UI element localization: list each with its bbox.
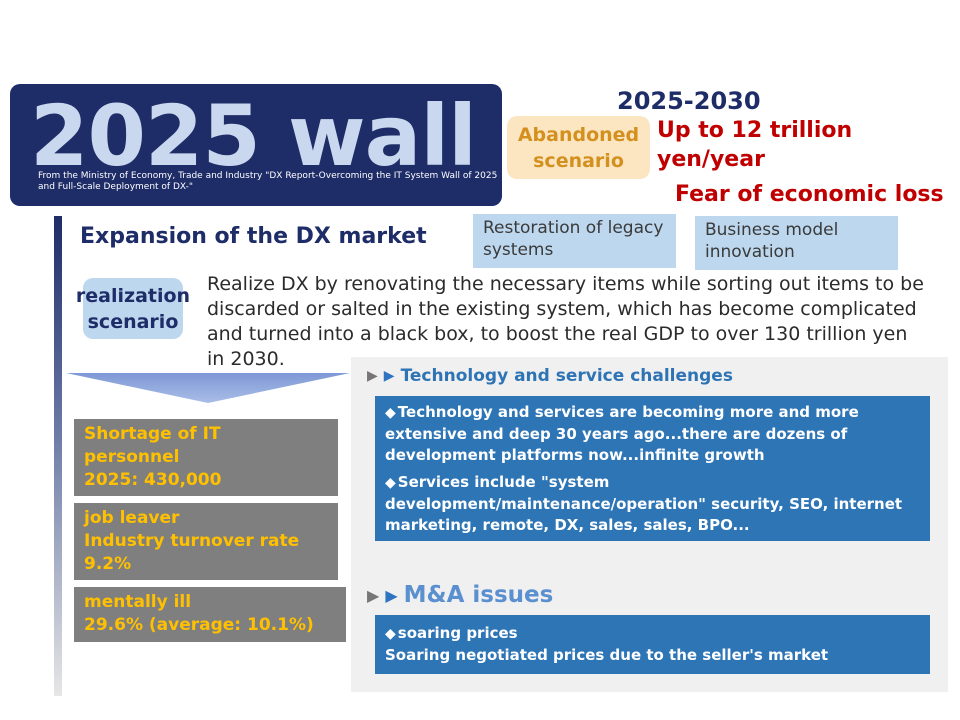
stat-line: 2025: 430,000	[84, 470, 222, 490]
title-banner: 2025 wall From the Ministry of Economy, …	[10, 84, 502, 206]
economic-loss-text: Fear of economic loss	[675, 182, 944, 207]
bullet-body: development/maintenance/operation" secur…	[385, 495, 903, 534]
dx-market-heading: Expansion of the DX market	[80, 224, 427, 249]
bullet-title: ◆ soaring prices	[385, 623, 920, 645]
stat-mentally-ill: mentally ill 29.6% (average: 10.1%)	[74, 587, 346, 642]
ma-issues-box: ◆ soaring prices Soaring negotiated price…	[375, 615, 930, 674]
bullet-title: ◆ Services include "system	[385, 472, 920, 494]
banner-title: 2025 wall	[30, 87, 477, 185]
stat-line: personnel	[84, 447, 180, 467]
tech-heading-label: Technology and service challenges	[400, 366, 733, 386]
tech-challenges-box: ◆ Technology and services are becoming mo…	[375, 396, 930, 541]
stat-line: job leaver	[84, 508, 180, 528]
bullet-title-text: Services include "system	[397, 473, 610, 491]
bullet-body: Soaring negotiated prices due to the sel…	[385, 646, 829, 664]
stat-it-shortage: Shortage of IT personnel 2025: 430,000	[74, 419, 338, 496]
tag-legacy-restoration: Restoration of legacy systems	[473, 214, 676, 268]
tag-business-innovation: Business model innovation	[695, 216, 898, 270]
diamond-icon: ◆	[385, 405, 396, 421]
bullet-title-text: soaring prices	[397, 624, 518, 642]
bullet-title: ◆ Technology and services are becoming mo…	[385, 402, 920, 424]
realization-scenario-badge: realization scenario	[76, 278, 190, 339]
stat-line: Industry turnover rate	[84, 531, 300, 551]
diamond-icon: ◆	[385, 475, 396, 491]
bullet-body: extensive and deep 30 years ago...there …	[385, 425, 848, 464]
abandoned-scenario-badge: Abandoned scenario	[507, 116, 650, 179]
triangle-icon: ▶	[385, 585, 398, 605]
stat-line: Shortage of IT	[84, 424, 221, 444]
bullet-title-text: Technology and services are becoming mor…	[397, 403, 859, 421]
triangle-icon: ▶	[367, 585, 380, 605]
ma-heading-label: M&A issues	[403, 582, 554, 608]
down-arrow-icon	[66, 373, 350, 403]
stat-line: 29.6% (average: 10.1%)	[84, 615, 314, 635]
triangle-icon: ▶	[383, 368, 395, 384]
loss-amount-text: Up to 12 trillion yen/year	[657, 118, 853, 172]
ma-issues-heading: ▶ ▶ M&A issues	[367, 582, 553, 608]
triangle-icon: ▶	[367, 368, 378, 384]
stat-line: mentally ill	[84, 592, 192, 612]
realization-description: Realize DX by renovating the necessary i…	[207, 273, 924, 370]
tech-challenges-heading: ▶ ▶ Technology and service challenges	[367, 366, 733, 386]
banner-source-note: From the Ministry of Economy, Trade and …	[38, 171, 498, 192]
vertical-accent-bar	[54, 216, 62, 696]
diamond-icon: ◆	[385, 626, 396, 642]
stat-job-leaver: job leaver Industry turnover rate 9.2%	[74, 503, 338, 580]
period-label: 2025-2030	[617, 87, 761, 115]
stat-line: 9.2%	[84, 554, 132, 574]
